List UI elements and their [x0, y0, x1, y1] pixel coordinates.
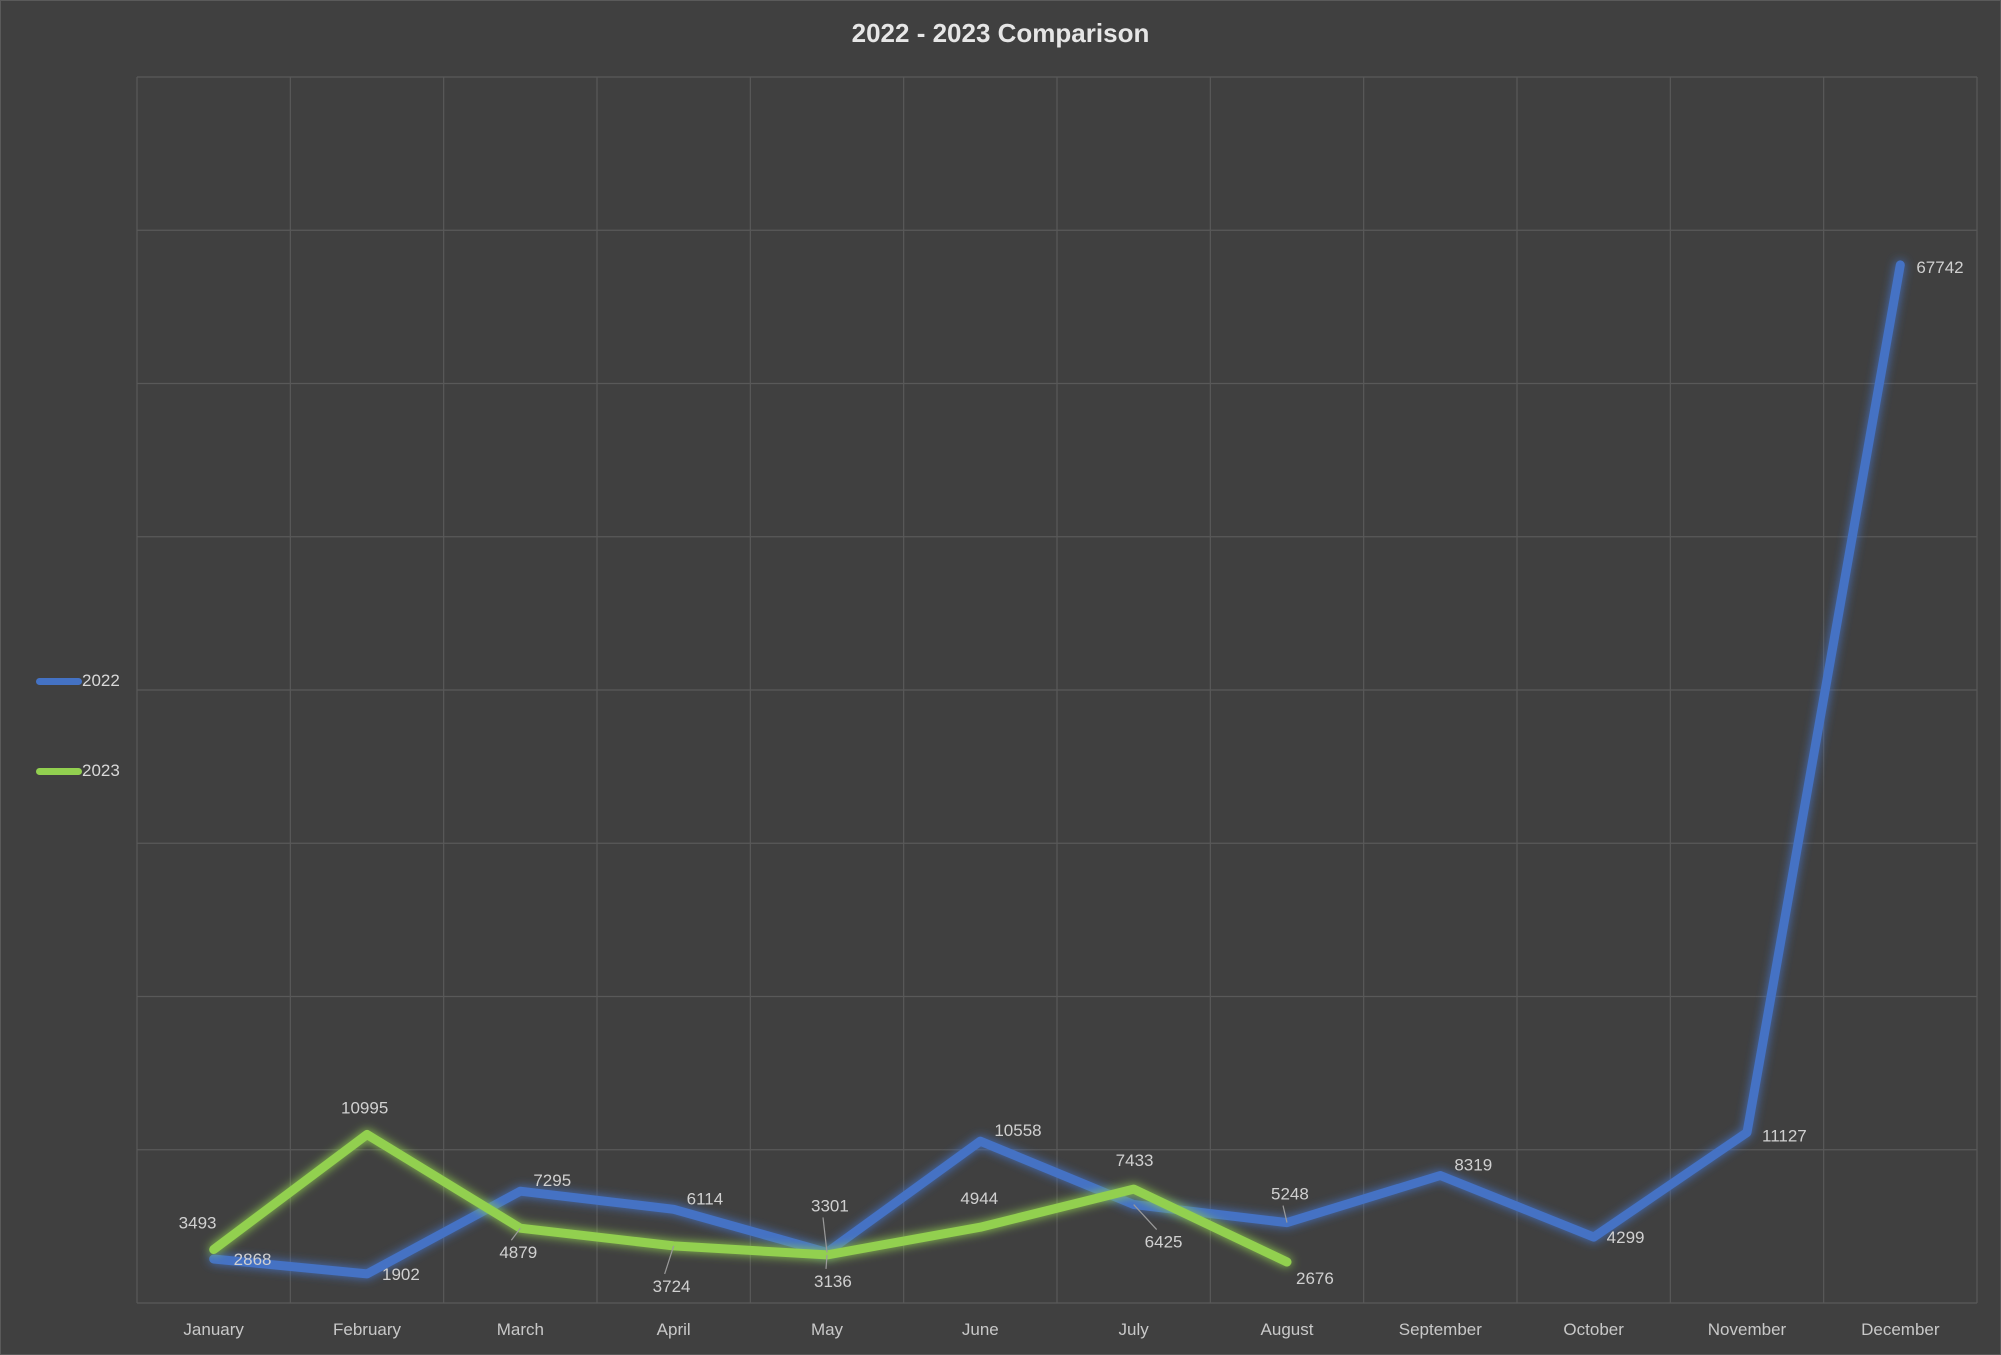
data-point-2022-june — [979, 1140, 982, 1143]
data-label-2022-june: 10558 — [994, 1121, 1041, 1140]
x-tick-label-march: March — [497, 1320, 544, 1339]
data-point-2022-december — [1899, 263, 1902, 266]
data-label-2022-may: 3301 — [811, 1196, 849, 1215]
data-label-2023-august: 2676 — [1296, 1269, 1334, 1288]
legend-label-2022: 2022 — [82, 671, 120, 690]
data-point-2022-september — [1439, 1174, 1442, 1177]
legend: 2022 2023 — [36, 666, 120, 846]
x-tick-label-june: June — [962, 1320, 999, 1339]
data-label-2022-september: 8319 — [1454, 1156, 1492, 1175]
data-point-2022-november — [1746, 1131, 1748, 1134]
data-point-2022-january — [212, 1258, 215, 1261]
legend-swatch-2022 — [36, 677, 82, 685]
legend-item-2022[interactable]: 2022 — [36, 666, 120, 696]
data-label-2023-march: 4879 — [499, 1243, 537, 1262]
data-label-2022-july: 6425 — [1145, 1233, 1183, 1252]
data-label-2022-march: 7295 — [533, 1171, 571, 1190]
data-label-2022-october: 4299 — [1607, 1228, 1645, 1247]
data-label-2022-december: 67742 — [1916, 258, 1963, 277]
data-label-2022-january: 2868 — [234, 1250, 272, 1269]
data-label-2022-august: 5248 — [1271, 1185, 1309, 1204]
x-tick-label-january: January — [183, 1320, 244, 1339]
leader-line-2023-april — [664, 1245, 675, 1275]
data-point-2023-february — [366, 1133, 368, 1136]
data-point-2022-october — [1592, 1236, 1595, 1239]
x-tick-label-july: July — [1119, 1320, 1150, 1339]
x-tick-label-november: November — [1708, 1320, 1787, 1339]
x-tick-label-may: May — [811, 1320, 844, 1339]
leader-line-2023-may — [825, 1254, 828, 1269]
series-line-2022 — [209, 260, 1905, 1279]
chart-title: 2022 - 2023 Comparison — [851, 18, 1150, 48]
data-point-2023-july — [1132, 1188, 1135, 1191]
leader-line-2022-may — [822, 1217, 828, 1253]
data-point-2023-august — [1286, 1260, 1288, 1263]
data-label-2023-june: 4944 — [960, 1189, 998, 1208]
x-tick-label-august: August — [1261, 1320, 1314, 1339]
x-tick-label-september: September — [1399, 1320, 1482, 1339]
data-label-2022-april: 6114 — [687, 1189, 724, 1208]
data-label-2023-may: 3136 — [814, 1272, 852, 1291]
data-label-2023-february: 10995 — [341, 1099, 388, 1118]
data-label-2022-february: 1902 — [382, 1265, 420, 1284]
x-tick-label-february: February — [333, 1320, 402, 1339]
leader-line-2023-march — [510, 1227, 521, 1241]
x-tick-label-april: April — [657, 1320, 691, 1339]
data-point-2023-june — [979, 1226, 982, 1229]
data-point-2022-april — [672, 1208, 675, 1211]
legend-item-2023[interactable]: 2023 — [36, 756, 120, 786]
leader-line-2022-august — [1282, 1205, 1288, 1223]
data-point-2023-january — [212, 1248, 215, 1251]
x-tick-label-october: October — [1563, 1320, 1624, 1339]
x-tick-label-december: December — [1861, 1320, 1940, 1339]
data-point-2022-march — [519, 1190, 522, 1193]
data-label-2023-january: 3493 — [179, 1213, 217, 1232]
legend-label-2023: 2023 — [82, 761, 120, 780]
data-label-2023-july: 7433 — [1116, 1151, 1154, 1170]
legend-swatch-2023 — [36, 767, 82, 775]
leader-line-2022-july — [1133, 1204, 1158, 1230]
data-label-2023-april: 3724 — [653, 1277, 691, 1296]
data-point-2022-february — [366, 1272, 368, 1275]
series-line-2023 — [209, 1130, 1292, 1267]
data-label-2022-november: 11127 — [1762, 1126, 1807, 1145]
